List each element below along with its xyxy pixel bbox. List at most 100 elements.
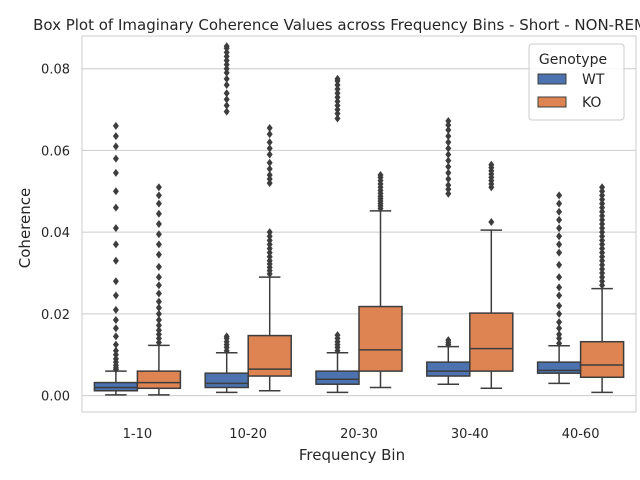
outlier-point [556, 273, 563, 282]
box-iqr [536, 361, 582, 374]
outlier-point [155, 199, 162, 208]
outlier-point [266, 240, 273, 249]
outlier-point [445, 126, 452, 134]
legend: Genotype WT KO [528, 43, 625, 121]
outlier-point [599, 236, 606, 245]
outlier-point [334, 93, 341, 102]
outlier-point [155, 289, 162, 298]
outlier-point [556, 339, 563, 348]
y-tick-label: 0.06 [41, 144, 70, 159]
outlier-point [155, 230, 162, 239]
outlier-point [556, 334, 563, 343]
outlier-point [445, 138, 452, 147]
outlier-point [112, 291, 119, 300]
outlier-point [112, 316, 119, 325]
outlier-point [155, 321, 162, 330]
y-tick-label: 0.00 [41, 390, 70, 405]
outlier-point [599, 260, 606, 269]
chart-title: Box Plot of Imaginary Coherence Values a… [33, 16, 640, 34]
outlier-point [223, 332, 230, 341]
box-iqr [579, 340, 625, 379]
box-iqr [204, 372, 249, 389]
outlier-point [155, 297, 162, 306]
outlier-point [112, 224, 119, 233]
box-iqr [469, 312, 514, 372]
outlier-point [223, 48, 230, 57]
outlier-point [266, 236, 273, 245]
outlier-point [556, 240, 563, 249]
outlier-point [112, 168, 119, 177]
outlier-point [556, 260, 563, 269]
outlier-point [599, 281, 606, 290]
box-wt-20-30 [315, 74, 360, 394]
x-tick-label: 30-40 [451, 427, 489, 442]
box-iqr [93, 381, 139, 392]
outlier-point [599, 273, 606, 282]
outlier-point [599, 256, 606, 265]
outlier-point [334, 89, 341, 98]
outlier-point [112, 154, 119, 163]
outlier-point [599, 244, 606, 253]
outlier-point [556, 215, 563, 224]
outlier-point [155, 273, 162, 282]
outlier-point [266, 228, 273, 237]
outlier-point [112, 277, 119, 286]
outlier-point [599, 220, 606, 228]
plot-frame [81, 35, 637, 413]
outlier-point [445, 162, 452, 171]
outlier-point [155, 330, 162, 339]
outlier-point [112, 350, 119, 359]
outlier-point [223, 74, 230, 83]
outlier-point [155, 262, 162, 271]
outlier-point [223, 95, 230, 104]
outlier-point [155, 309, 162, 318]
box-ko-10-20 [247, 123, 292, 392]
outlier-point [223, 56, 230, 65]
outlier-point [599, 277, 606, 286]
box-ko-1-10 [136, 183, 182, 396]
y-tick-label: 0.04 [41, 226, 70, 241]
outlier-point [266, 123, 273, 132]
outlier-point [599, 187, 606, 196]
x-tick-label: 40-60 [562, 427, 600, 442]
outlier-point [266, 150, 273, 159]
outlier-point [112, 132, 119, 141]
outlier-point [599, 195, 606, 204]
outlier-point [223, 52, 230, 61]
outlier-point [334, 331, 341, 340]
outlier-point [155, 338, 162, 347]
outlier-point [223, 107, 230, 116]
outlier-point [112, 332, 119, 341]
outlier-point [556, 318, 563, 327]
legend-swatch-ko [537, 96, 567, 108]
y-tick-label: 0.02 [41, 308, 70, 323]
outlier-point [223, 60, 230, 69]
outlier-point [445, 189, 452, 198]
outlier-point [556, 224, 563, 233]
box-wt-1-10 [93, 121, 139, 396]
outlier-point [334, 97, 341, 106]
outlier-point [599, 269, 606, 278]
outlier-point [599, 232, 606, 241]
outlier-point [266, 138, 273, 147]
outlier-point [155, 240, 162, 249]
box-iqr [426, 361, 471, 377]
outlier-point [556, 232, 563, 241]
outlier-point [266, 252, 273, 261]
legend-label-ko: KO [582, 95, 601, 111]
x-tick-label: 20-30 [340, 427, 378, 442]
outlier-point [112, 142, 119, 151]
outlier-point [445, 175, 452, 184]
box-iqr [136, 370, 182, 390]
outlier-point [599, 240, 606, 249]
outlier-point [488, 160, 495, 169]
outlier-point [266, 248, 273, 257]
outlier-point [223, 101, 230, 110]
box-wt-40-60 [536, 191, 582, 385]
outlier-point [599, 228, 606, 237]
outlier-point [266, 164, 273, 173]
legend-swatch-wt [537, 73, 567, 85]
outlier-point [266, 158, 273, 167]
outlier-point [445, 168, 452, 177]
outlier-point [334, 114, 341, 123]
